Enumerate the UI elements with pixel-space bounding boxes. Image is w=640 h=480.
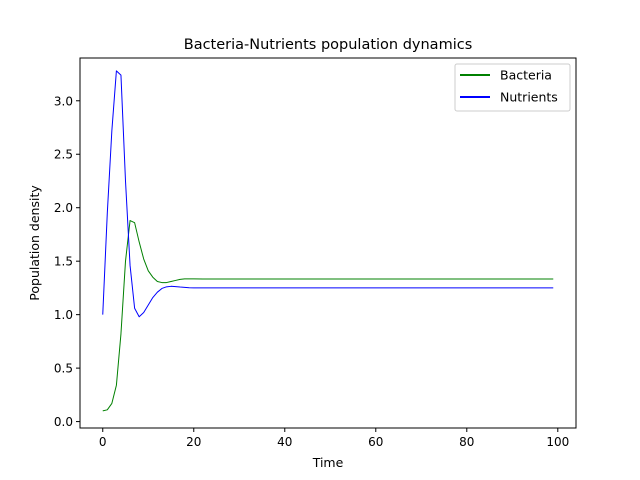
series-layer — [102, 70, 554, 412]
y-tick-label: 0.0 — [54, 415, 73, 429]
y-tick-label: 2.0 — [54, 201, 73, 215]
y-tick-label: 3.0 — [54, 94, 73, 108]
y-tick-label: 2.5 — [54, 148, 73, 162]
x-tick-label: 0 — [99, 435, 107, 449]
x-tick-label: 40 — [277, 435, 292, 449]
y-tick-label: 1.5 — [54, 255, 73, 269]
legend-label-bacteria: Bacteria — [500, 68, 552, 83]
x-tick-label: 100 — [546, 435, 569, 449]
x-tick-label: 80 — [459, 435, 474, 449]
axes-frame — [79, 57, 577, 429]
series-line-nutrients — [102, 70, 554, 318]
x-axis-label: Time — [312, 455, 344, 470]
chart-title: Bacteria-Nutrients population dynamics — [184, 37, 473, 53]
x-tick-label: 20 — [186, 435, 201, 449]
y-tick-label: 1.0 — [54, 308, 73, 322]
x-axis: 0 20 40 60 80 100 — [99, 428, 569, 449]
legend-label-nutrients: Nutrients — [500, 90, 558, 105]
plot-area — [102, 70, 554, 412]
y-tick-label: 0.5 — [54, 362, 73, 376]
legend: Bacteria Nutrients — [454, 63, 571, 112]
y-axis: 0.0 0.5 1.0 1.5 2.0 2.5 3.0 — [54, 94, 80, 429]
y-axis-label: Population density — [27, 185, 42, 301]
x-tick-label: 60 — [368, 435, 383, 449]
series-line-bacteria — [102, 220, 554, 412]
